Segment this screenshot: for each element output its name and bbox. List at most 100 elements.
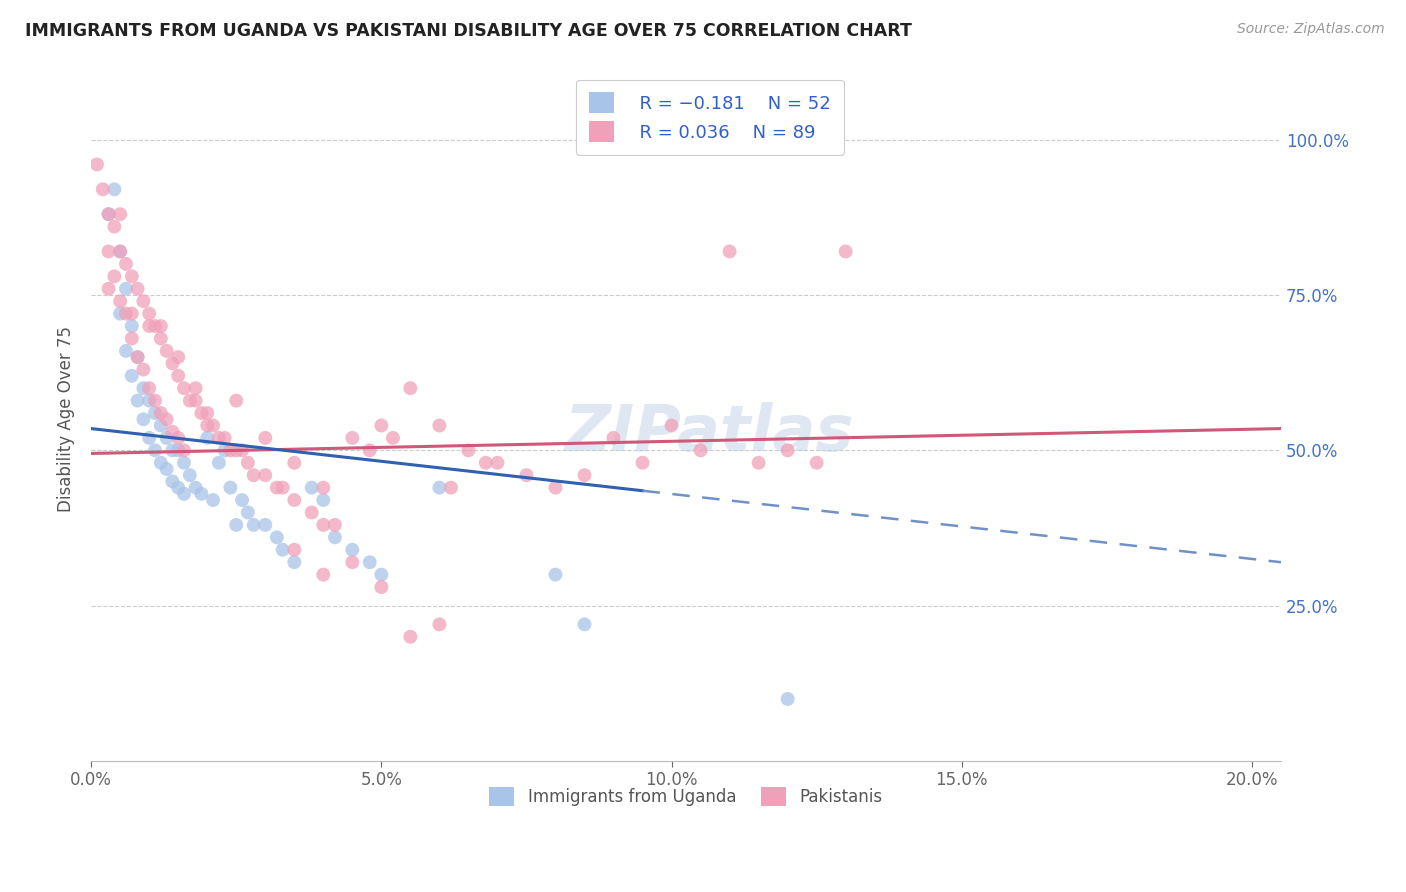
Point xyxy=(173,456,195,470)
Point xyxy=(381,431,404,445)
Point xyxy=(301,481,323,495)
Point xyxy=(143,393,166,408)
Point xyxy=(231,443,253,458)
Point xyxy=(121,331,143,345)
Point xyxy=(301,506,323,520)
Point xyxy=(108,307,131,321)
Point xyxy=(138,431,160,445)
Point xyxy=(271,542,294,557)
Point xyxy=(429,617,451,632)
Point xyxy=(225,393,247,408)
Point xyxy=(149,456,172,470)
Point xyxy=(359,443,381,458)
Point xyxy=(132,294,155,309)
Point xyxy=(748,456,770,470)
Point xyxy=(103,269,125,284)
Point xyxy=(236,456,259,470)
Point xyxy=(214,443,236,458)
Point xyxy=(208,456,231,470)
Point xyxy=(127,350,149,364)
Point xyxy=(162,475,184,489)
Point xyxy=(138,319,160,334)
Point xyxy=(108,244,131,259)
Point xyxy=(208,431,231,445)
Point xyxy=(312,481,335,495)
Point xyxy=(179,393,201,408)
Point xyxy=(155,343,177,358)
Point xyxy=(231,493,253,508)
Point xyxy=(97,282,120,296)
Point xyxy=(132,362,155,376)
Point xyxy=(149,331,172,345)
Point xyxy=(271,481,294,495)
Point xyxy=(115,282,138,296)
Point xyxy=(283,456,305,470)
Point xyxy=(440,481,463,495)
Point xyxy=(631,456,654,470)
Point xyxy=(544,567,567,582)
Point xyxy=(195,431,218,445)
Point xyxy=(108,294,131,309)
Point xyxy=(574,468,596,483)
Point xyxy=(242,517,264,532)
Point xyxy=(214,431,236,445)
Point xyxy=(225,517,247,532)
Point xyxy=(167,350,190,364)
Point xyxy=(97,207,120,221)
Point xyxy=(103,182,125,196)
Point xyxy=(173,443,195,458)
Y-axis label: Disability Age Over 75: Disability Age Over 75 xyxy=(58,326,75,512)
Point xyxy=(219,481,242,495)
Point xyxy=(312,493,335,508)
Point xyxy=(155,431,177,445)
Point xyxy=(574,617,596,632)
Point xyxy=(184,393,207,408)
Point xyxy=(834,244,856,259)
Point xyxy=(602,431,624,445)
Point xyxy=(486,456,509,470)
Point xyxy=(108,244,131,259)
Point xyxy=(173,487,195,501)
Point xyxy=(399,630,422,644)
Point xyxy=(115,307,138,321)
Point xyxy=(283,493,305,508)
Point xyxy=(342,431,364,445)
Point xyxy=(132,412,155,426)
Point xyxy=(202,418,225,433)
Point xyxy=(91,182,114,196)
Point xyxy=(266,481,288,495)
Point xyxy=(167,481,190,495)
Point xyxy=(97,207,120,221)
Point xyxy=(162,356,184,370)
Point xyxy=(127,282,149,296)
Legend: Immigrants from Uganda, Pakistanis: Immigrants from Uganda, Pakistanis xyxy=(481,779,891,814)
Point xyxy=(242,468,264,483)
Point xyxy=(155,412,177,426)
Point xyxy=(475,456,498,470)
Point xyxy=(190,487,212,501)
Point xyxy=(143,443,166,458)
Point xyxy=(184,381,207,395)
Point xyxy=(544,481,567,495)
Point xyxy=(108,207,131,221)
Point xyxy=(776,692,799,706)
Point xyxy=(132,381,155,395)
Point xyxy=(312,517,335,532)
Point xyxy=(195,406,218,420)
Point xyxy=(173,381,195,395)
Point xyxy=(323,517,346,532)
Point xyxy=(143,319,166,334)
Point xyxy=(121,319,143,334)
Point xyxy=(179,468,201,483)
Point xyxy=(127,350,149,364)
Point xyxy=(283,555,305,569)
Point xyxy=(323,530,346,544)
Point xyxy=(342,555,364,569)
Point xyxy=(515,468,537,483)
Point xyxy=(225,443,247,458)
Text: Source: ZipAtlas.com: Source: ZipAtlas.com xyxy=(1237,22,1385,37)
Point xyxy=(121,269,143,284)
Point xyxy=(138,307,160,321)
Point xyxy=(254,431,277,445)
Point xyxy=(149,406,172,420)
